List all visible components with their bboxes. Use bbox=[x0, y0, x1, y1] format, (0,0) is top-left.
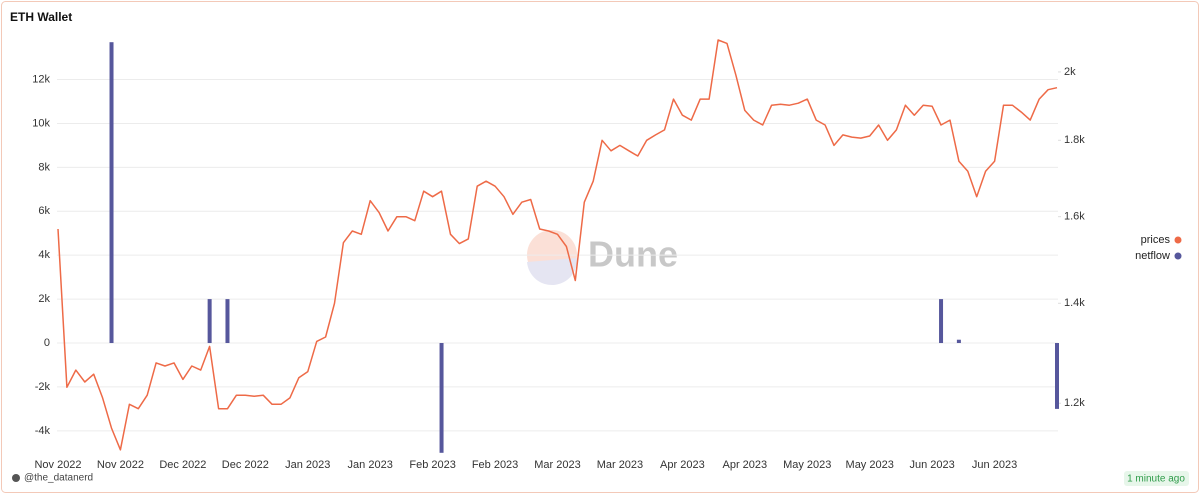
updated: 1 minute ago bbox=[1127, 474, 1185, 485]
x-tick-label: Jan 2023 bbox=[285, 459, 330, 471]
bar bbox=[109, 42, 114, 344]
x-tick-label: Nov 2022 bbox=[34, 459, 81, 471]
bar bbox=[439, 343, 444, 453]
x-tick-label: Apr 2023 bbox=[722, 459, 767, 471]
x-tick-label: Jun 2023 bbox=[909, 459, 954, 471]
x-tick-label: Jun 2023 bbox=[972, 459, 1017, 471]
x-tick-label: Feb 2023 bbox=[472, 459, 518, 471]
bar bbox=[956, 339, 961, 344]
x-tick-label: Nov 2022 bbox=[97, 459, 144, 471]
y2-tick-label: 1.4k bbox=[1064, 297, 1085, 309]
legend-swatch bbox=[1174, 252, 1182, 260]
chart-title: ETH Wallet bbox=[10, 10, 72, 24]
y-tick-label: -2k bbox=[35, 381, 51, 393]
x-tick-label: Dec 2022 bbox=[222, 459, 269, 471]
bar bbox=[207, 299, 212, 344]
legend-swatch bbox=[1174, 236, 1182, 244]
legend-label: prices bbox=[1141, 234, 1171, 246]
y-tick-label: 6k bbox=[38, 205, 50, 217]
y-tick-label: 0 bbox=[44, 337, 50, 349]
bar bbox=[939, 299, 944, 344]
y-tick-label: 4k bbox=[38, 249, 50, 261]
legend-label: netflow bbox=[1135, 250, 1170, 262]
y-tick-label: 10k bbox=[32, 117, 50, 129]
y2-tick-label: 2k bbox=[1064, 66, 1076, 78]
price-line bbox=[57, 39, 1058, 451]
x-tick-label: Mar 2023 bbox=[597, 459, 643, 471]
x-tick-label: Apr 2023 bbox=[660, 459, 705, 471]
updated-badge bbox=[1124, 471, 1189, 486]
y-tick-label: -4k bbox=[35, 425, 51, 437]
author-icon bbox=[12, 474, 20, 482]
x-tick-label: Feb 2023 bbox=[409, 459, 455, 471]
x-tick-label: Dec 2022 bbox=[159, 459, 206, 471]
y2-tick-label: 1.8k bbox=[1064, 134, 1085, 146]
author: @the_datanerd bbox=[24, 473, 93, 484]
x-tick-label: Mar 2023 bbox=[534, 459, 580, 471]
x-tick-label: Jan 2023 bbox=[348, 459, 393, 471]
bar bbox=[225, 299, 230, 344]
y-tick-label: 2k bbox=[38, 293, 50, 305]
y2-tick-label: 1.6k bbox=[1064, 211, 1085, 223]
watermark: Dune bbox=[588, 234, 678, 275]
y2-tick-label: 1.2k bbox=[1064, 397, 1085, 409]
y-tick-label: 8k bbox=[38, 161, 50, 173]
x-tick-label: May 2023 bbox=[846, 459, 894, 471]
x-tick-label: May 2023 bbox=[783, 459, 831, 471]
y-tick-label: 12k bbox=[32, 73, 50, 85]
bar bbox=[1055, 343, 1059, 409]
